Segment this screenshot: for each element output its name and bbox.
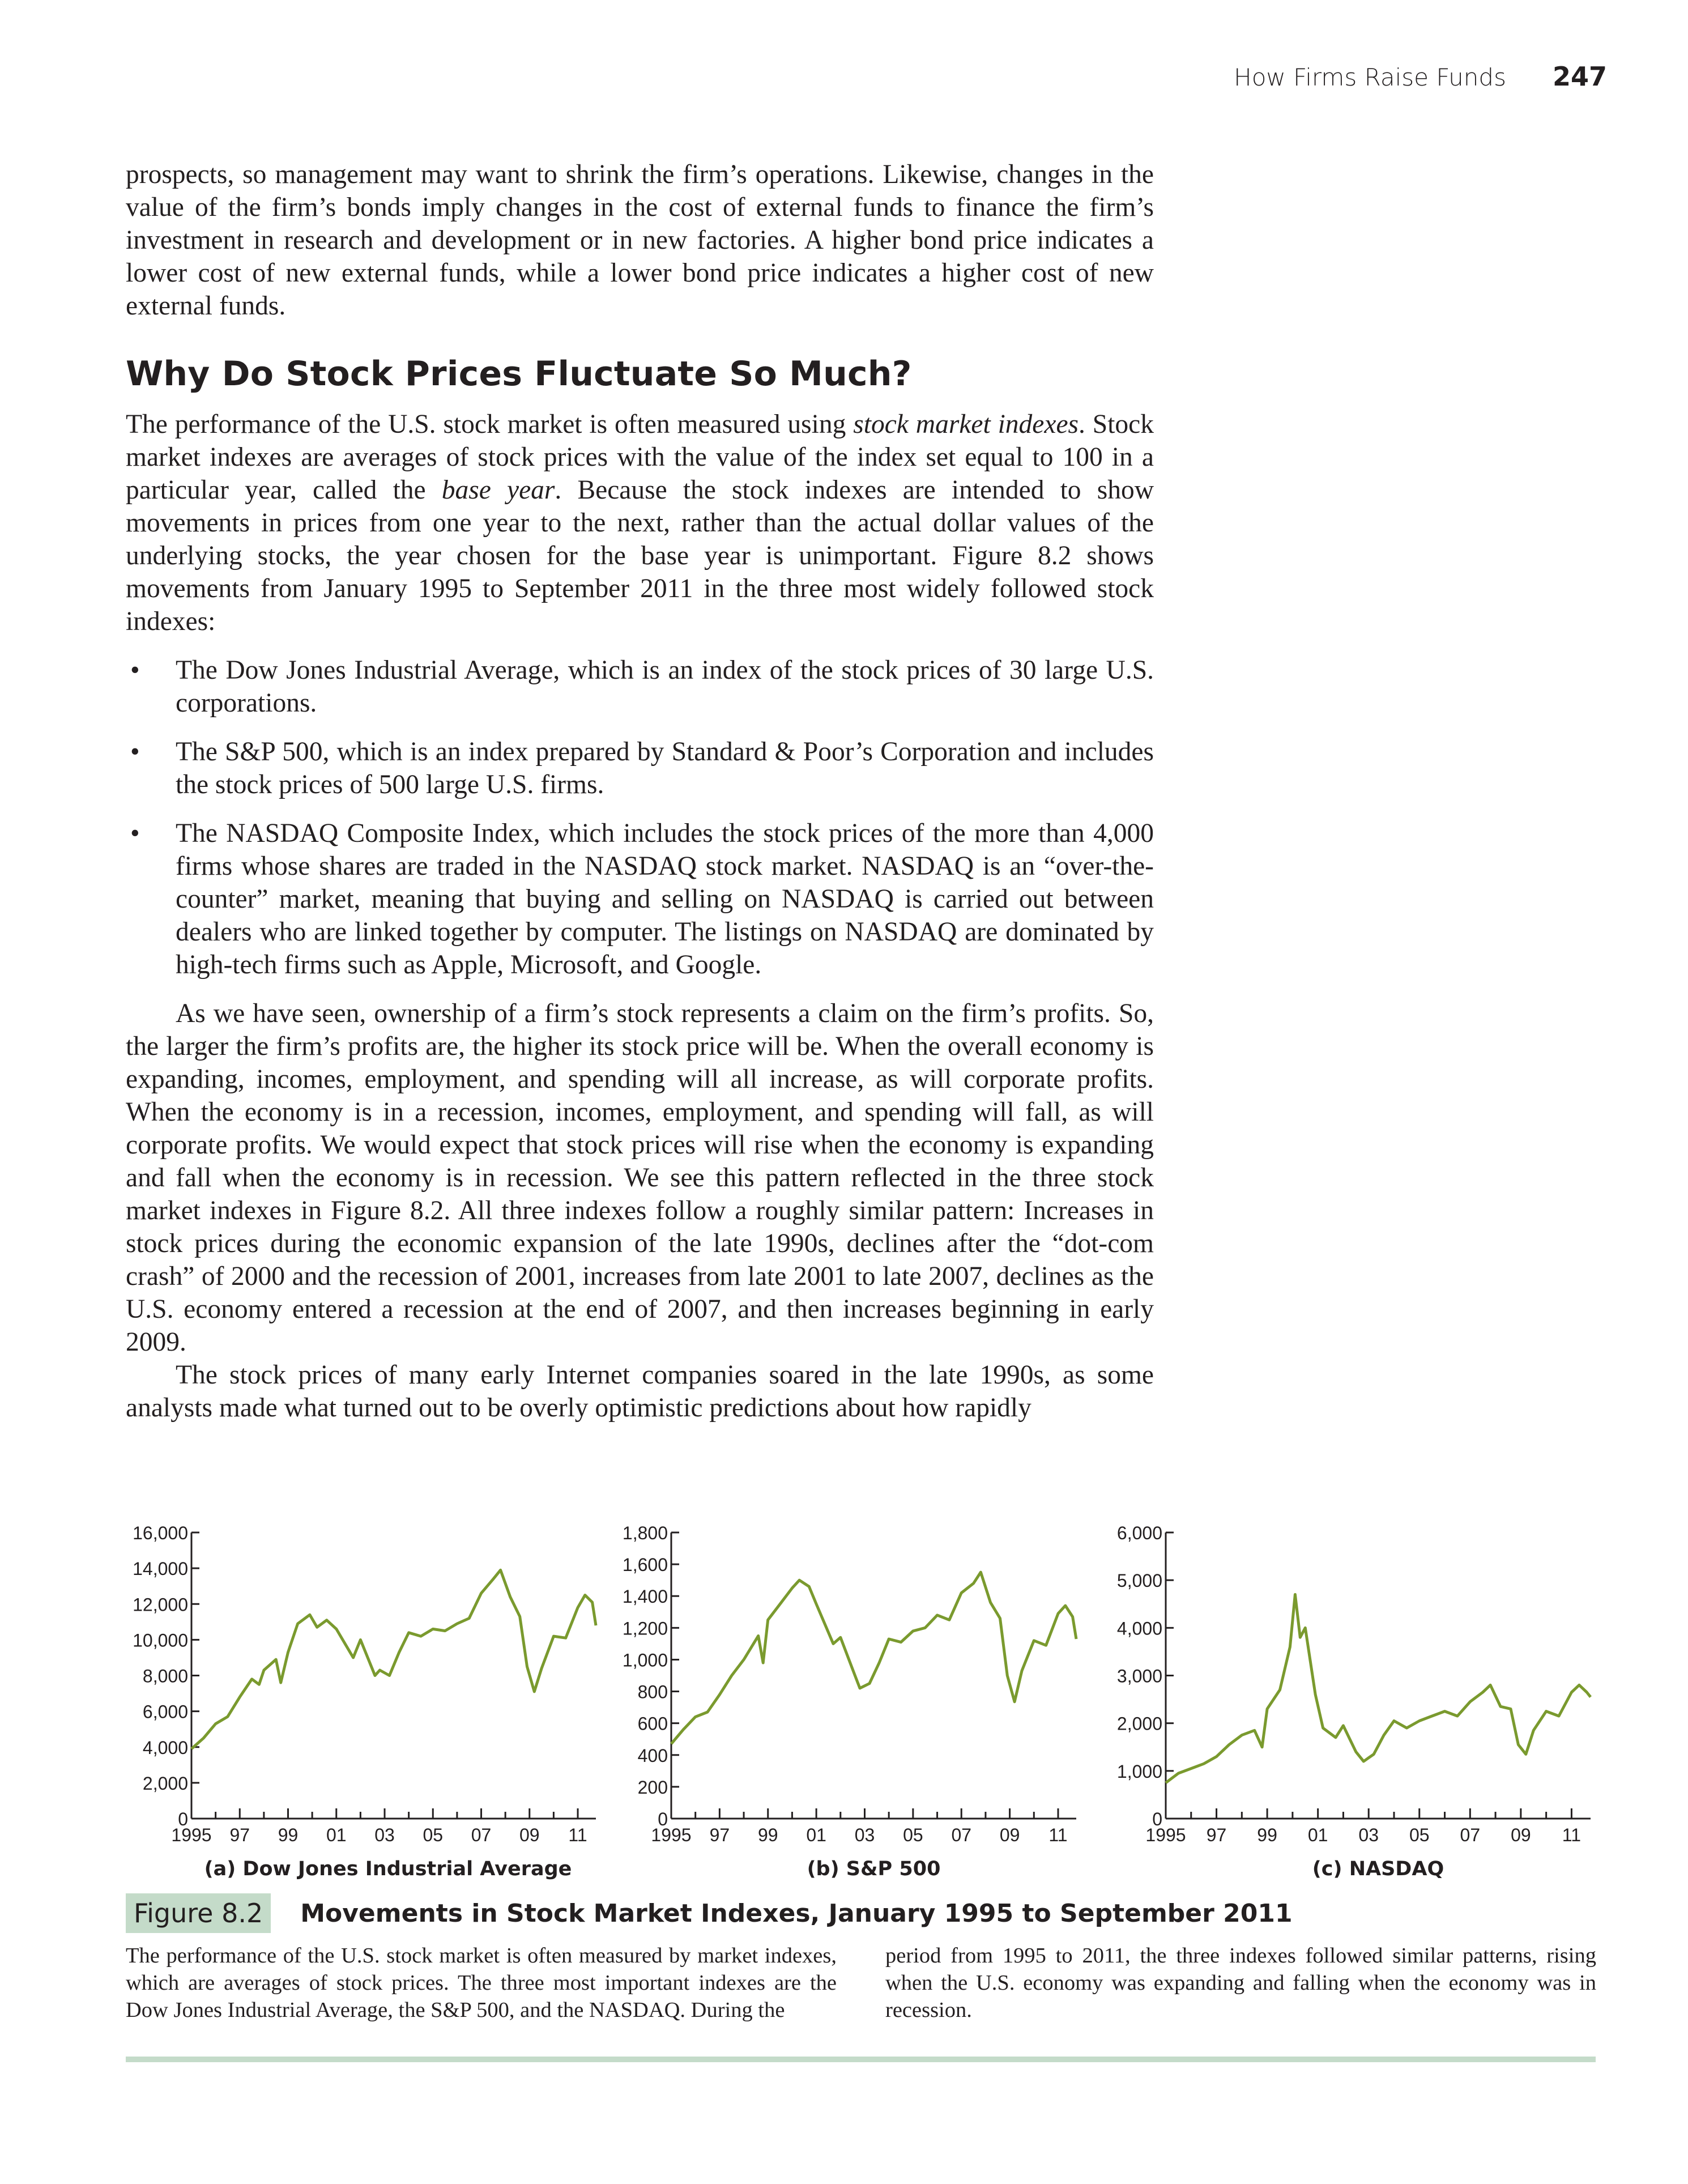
y-tick-label: 3,000: [1117, 1666, 1162, 1687]
chart-title: (b) S&P 500: [807, 1858, 941, 1880]
y-tick-label: 0: [658, 1809, 668, 1829]
x-tick-label: 09: [1000, 1825, 1020, 1845]
y-tick-label: 1,800: [623, 1523, 668, 1543]
y-tick-label: 1,000: [623, 1650, 668, 1670]
y-tick-label: 5,000: [1117, 1570, 1162, 1591]
y-tick-label: 1,000: [1117, 1761, 1162, 1782]
x-tick-label: 99: [758, 1825, 778, 1845]
y-tick-label: 14,000: [133, 1559, 188, 1579]
y-tick-label: 8,000: [143, 1666, 188, 1687]
x-tick-label: 11: [1048, 1825, 1067, 1845]
list-item-text: The Dow Jones Industrial Average, which …: [176, 655, 1154, 718]
chart-title: (a) Dow Jones Industrial Average: [204, 1858, 572, 1880]
x-tick-label: 07: [471, 1825, 492, 1845]
main-text-block: The performance of the U.S. stock market…: [126, 408, 1154, 1424]
x-tick-label: 99: [1257, 1825, 1277, 1845]
paragraph-3: As we have seen, ownership of a firm’s s…: [126, 999, 1154, 1357]
x-tick-label: 09: [519, 1825, 540, 1845]
y-tick-label: 1,600: [623, 1555, 668, 1575]
p2-text-a: The performance of the U.S. stock market…: [126, 410, 854, 439]
list-item-text: The S&P 500, which is an index prepared …: [176, 737, 1154, 799]
x-tick-label: 03: [1358, 1825, 1379, 1845]
y-tick-label: 1,200: [623, 1618, 668, 1638]
paragraph-continuation: prospects, so management may want to shr…: [126, 158, 1154, 322]
y-tick-label: 10,000: [133, 1630, 188, 1650]
y-tick-label: 0: [178, 1809, 188, 1829]
x-tick-label: 11: [1562, 1825, 1581, 1845]
x-tick-label: 97: [710, 1825, 730, 1845]
series-line: [1165, 1593, 1592, 1784]
figure-label: Figure 8.2: [126, 1893, 271, 1933]
y-tick-label: 6,000: [1117, 1523, 1162, 1543]
paragraph-2: The performance of the U.S. stock market…: [126, 408, 1154, 638]
x-tick-label: 05: [903, 1825, 923, 1845]
page-number: 247: [1552, 61, 1607, 92]
x-tick-label: 09: [1511, 1825, 1531, 1845]
chart-nasdaq: 0 1,000 2,000 3,000 4,000 5,000 6,000 1995 97 99 0…: [1117, 1523, 1592, 1880]
y-tick-label: 0: [1152, 1809, 1162, 1829]
index-list: • The Dow Jones Industrial Average, which…: [126, 654, 1154, 981]
x-tick-label: 01: [806, 1825, 826, 1845]
x-tick-label: 03: [855, 1825, 875, 1845]
list-item: • The Dow Jones Industrial Average, which…: [126, 654, 1154, 720]
bottom-rule: [126, 2057, 1596, 2062]
p2-text-b: . Stock market indexes are averages of s…: [126, 410, 1154, 505]
x-tick-label: 97: [1207, 1825, 1227, 1845]
series-line: [190, 1568, 598, 1750]
x-tick-label: 03: [374, 1825, 395, 1845]
figure-caption-bar: Figure 8.2 Movements in Stock Market Ind…: [126, 1893, 1293, 1933]
x-tick-label: 1995: [1145, 1825, 1186, 1845]
paragraph-1: prospects, so management may want to shr…: [126, 160, 1154, 321]
y-tick-label: 200: [638, 1777, 668, 1798]
section-heading: Why Do Stock Prices Fluctuate So Much?: [126, 354, 912, 394]
chart-sp500: 0 200 400 600 800 1,000 1,200 1,400 1,600 1,800 19…: [623, 1523, 1078, 1880]
p2-term-stock-market-indexes: stock market indexes: [853, 410, 1079, 439]
chart-dow: 0 2,000 4,000 6,000 8,000 10,000 12,000 14,000 1…: [133, 1523, 598, 1880]
y-tick-label: 1,400: [623, 1586, 668, 1607]
x-tick-label: 01: [1308, 1825, 1328, 1845]
y-tick-label: 600: [638, 1714, 668, 1734]
x-tick-label: 97: [229, 1825, 250, 1845]
bullet-dot: •: [130, 737, 140, 767]
x-tick-label: 1995: [651, 1825, 691, 1845]
bullet-dot: •: [130, 819, 140, 848]
list-item-text: The NASDAQ Composite Index, which includ…: [176, 819, 1154, 980]
section-title: How Firms Raise Funds: [1234, 63, 1506, 91]
x-tick-label: 05: [423, 1825, 443, 1845]
figure-title: Movements in Stock Market Indexes, Janua…: [300, 1898, 1293, 1928]
y-tick-label: 16,000: [133, 1523, 188, 1543]
series-line: [670, 1570, 1078, 1745]
y-tick-label: 4,000: [1117, 1618, 1162, 1638]
y-tick-label: 2,000: [1117, 1714, 1162, 1734]
y-tick-label: 4,000: [143, 1738, 188, 1758]
x-tick-label: 07: [1460, 1825, 1481, 1845]
x-tick-label: 07: [951, 1825, 971, 1845]
running-head: How Firms Raise Funds 247: [1234, 61, 1607, 92]
paragraph-4: The stock prices of many early Internet …: [126, 1360, 1154, 1423]
bullet-dot: •: [130, 655, 140, 685]
x-tick-label: 05: [1409, 1825, 1430, 1845]
chart-title: (c) NASDAQ: [1312, 1858, 1444, 1880]
y-tick-label: 6,000: [143, 1702, 188, 1722]
list-item: • The NASDAQ Composite Index, which inclu…: [126, 817, 1154, 981]
x-tick-label: 01: [326, 1825, 347, 1845]
y-tick-label: 12,000: [133, 1594, 188, 1615]
y-tick-label: 400: [638, 1746, 668, 1766]
y-tick-label: 2,000: [143, 1773, 188, 1794]
figure-caption-right: period from 1995 to 2011, the three inde…: [885, 1944, 1596, 2022]
p2-text-c: . Because the stock indexes are intended…: [126, 475, 1154, 636]
p2-term-base-year: base year: [441, 475, 555, 505]
x-tick-label: 1995: [171, 1825, 211, 1845]
y-tick-label: 800: [638, 1682, 668, 1702]
list-item: • The S&P 500, which is an index prepared…: [126, 735, 1154, 801]
x-tick-label: 99: [278, 1825, 299, 1845]
x-tick-label: 11: [568, 1825, 587, 1845]
figure-caption-left: The performance of the U.S. stock market…: [126, 1944, 837, 2022]
